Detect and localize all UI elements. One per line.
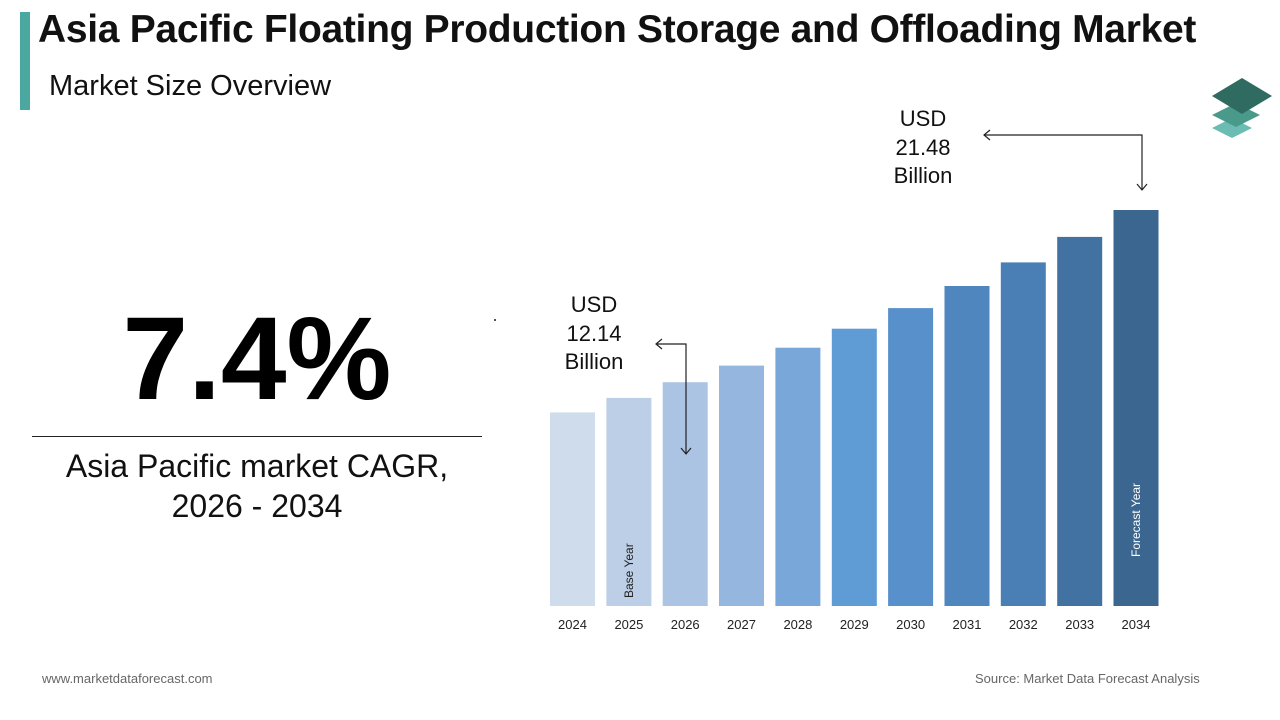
bar-2026 [662, 382, 708, 606]
cagr-label-line1: Asia Pacific market CAGR, [65, 448, 449, 484]
layers-logo-icon [1212, 78, 1272, 138]
bar-2025 [606, 397, 652, 606]
x-tick-labels-group: 2024 2025 2026 2027 2028 2029 2030 2031 2032 2033… [558, 617, 1150, 632]
annotation-start-line3: Billion [565, 349, 624, 374]
footer-source: Source: Market Data Forecast Analysis [975, 671, 1200, 686]
annotation-start-line1: USD [571, 292, 617, 317]
x-tick-label: 2025 [614, 617, 643, 632]
page-subtitle: Market Size Overview [49, 70, 332, 102]
bar-2027 [719, 365, 764, 606]
bar-2033 [1057, 236, 1103, 606]
x-tick-label: 2030 [896, 617, 925, 632]
page-title: Asia Pacific Floating Production Storage… [38, 8, 1197, 51]
title-accent-bar [20, 12, 30, 110]
annotation-end-line2: 21.48 [895, 135, 950, 160]
bar-2031 [944, 286, 990, 606]
annotation-start-line2: 12.14 [566, 321, 621, 346]
annotation-end-line1: USD [900, 106, 946, 131]
cagr-label: Asia Pacific market CAGR, 2026 - 2034 [32, 446, 482, 526]
bar-2029 [831, 328, 877, 606]
bar-2030 [888, 308, 934, 606]
x-tick-label: 2032 [1009, 617, 1038, 632]
x-tick-label: 2029 [840, 617, 869, 632]
x-tick-label: 2024 [558, 617, 587, 632]
x-tick-label: 2033 [1065, 617, 1094, 632]
decorative-dot [494, 319, 496, 321]
annotation-end-line3: Billion [894, 163, 953, 188]
bar-2034 [1113, 210, 1159, 606]
cagr-value: 7.4% [122, 293, 392, 425]
bar-2024 [550, 412, 595, 606]
base-year-label: Base Year [622, 543, 636, 598]
bars-group: Base Year Forecast Year [550, 210, 1159, 606]
bar-2032 [1000, 262, 1046, 606]
cagr-divider [32, 436, 482, 437]
x-tick-label: 2028 [783, 617, 812, 632]
x-tick-label: 2034 [1122, 617, 1151, 632]
annotation-end-arrow-icon [983, 129, 1148, 191]
forecast-year-label: Forecast Year [1129, 483, 1143, 557]
annotation-start-arrow-icon [655, 338, 692, 455]
x-tick-label: 2027 [727, 617, 756, 632]
x-tick-label: 2026 [671, 617, 700, 632]
cagr-label-line2: 2026 - 2034 [171, 488, 343, 524]
x-tick-label: 2031 [953, 617, 982, 632]
bar-2028 [775, 347, 821, 606]
footer-website: www.marketdataforecast.com [42, 671, 213, 686]
